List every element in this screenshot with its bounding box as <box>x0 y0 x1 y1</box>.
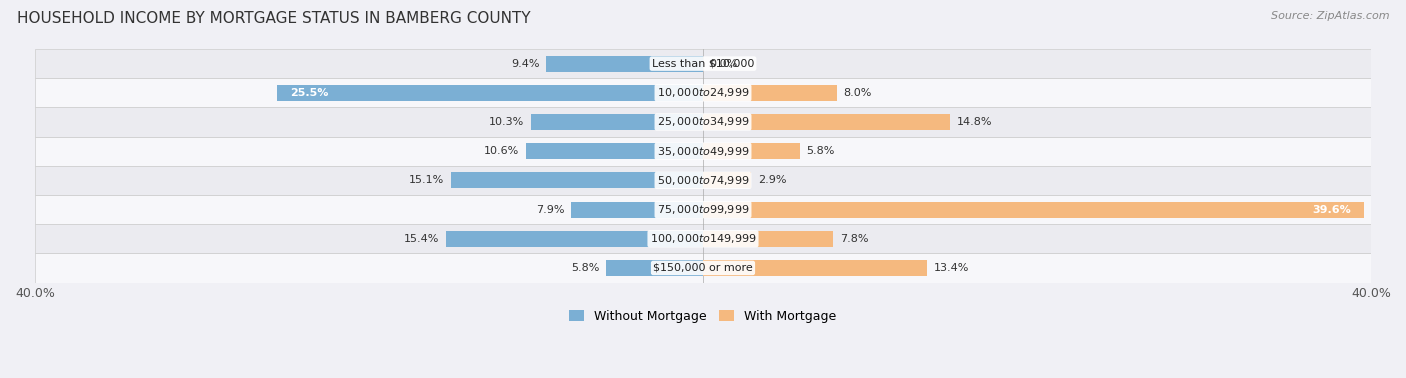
Text: 5.8%: 5.8% <box>571 263 599 273</box>
Text: 5.8%: 5.8% <box>807 146 835 156</box>
Bar <box>703 231 834 247</box>
Text: $50,000 to $74,999: $50,000 to $74,999 <box>657 174 749 187</box>
Text: HOUSEHOLD INCOME BY MORTGAGE STATUS IN BAMBERG COUNTY: HOUSEHOLD INCOME BY MORTGAGE STATUS IN B… <box>17 11 530 26</box>
Text: 9.4%: 9.4% <box>510 59 540 69</box>
Text: 10.6%: 10.6% <box>484 146 519 156</box>
Bar <box>606 260 703 276</box>
Bar <box>571 201 703 218</box>
Text: $35,000 to $49,999: $35,000 to $49,999 <box>657 145 749 158</box>
Bar <box>35 136 1371 166</box>
Bar <box>446 231 703 247</box>
Text: $150,000 or more: $150,000 or more <box>654 263 752 273</box>
Text: $75,000 to $99,999: $75,000 to $99,999 <box>657 203 749 216</box>
Bar <box>35 253 1371 282</box>
Bar <box>35 78 1371 107</box>
Bar <box>35 224 1371 253</box>
Bar <box>703 201 1364 218</box>
Legend: Without Mortgage, With Mortgage: Without Mortgage, With Mortgage <box>564 305 842 328</box>
Text: $100,000 to $149,999: $100,000 to $149,999 <box>650 232 756 245</box>
Text: 39.6%: 39.6% <box>1312 204 1351 215</box>
Bar <box>35 107 1371 136</box>
Bar <box>703 85 837 101</box>
Bar <box>703 172 751 188</box>
Text: $10,000 to $24,999: $10,000 to $24,999 <box>657 86 749 99</box>
Text: 14.8%: 14.8% <box>957 117 993 127</box>
Bar <box>35 49 1371 78</box>
Bar <box>451 172 703 188</box>
Text: 25.5%: 25.5% <box>291 88 329 98</box>
Bar <box>35 195 1371 224</box>
Text: 13.4%: 13.4% <box>934 263 969 273</box>
Bar <box>703 143 800 159</box>
Text: 2.9%: 2.9% <box>758 175 786 185</box>
Bar <box>546 56 703 72</box>
Bar <box>277 85 703 101</box>
Text: 15.1%: 15.1% <box>409 175 444 185</box>
Text: 7.9%: 7.9% <box>536 204 564 215</box>
Bar <box>531 114 703 130</box>
Text: 15.4%: 15.4% <box>404 234 439 244</box>
Bar <box>526 143 703 159</box>
Text: 10.3%: 10.3% <box>489 117 524 127</box>
Bar <box>703 260 927 276</box>
Text: 7.8%: 7.8% <box>839 234 869 244</box>
Text: 8.0%: 8.0% <box>844 88 872 98</box>
Bar <box>35 166 1371 195</box>
Text: $25,000 to $34,999: $25,000 to $34,999 <box>657 116 749 129</box>
Text: Less than $10,000: Less than $10,000 <box>652 59 754 69</box>
Bar <box>703 114 950 130</box>
Text: 0.0%: 0.0% <box>710 59 738 69</box>
Text: Source: ZipAtlas.com: Source: ZipAtlas.com <box>1271 11 1389 21</box>
